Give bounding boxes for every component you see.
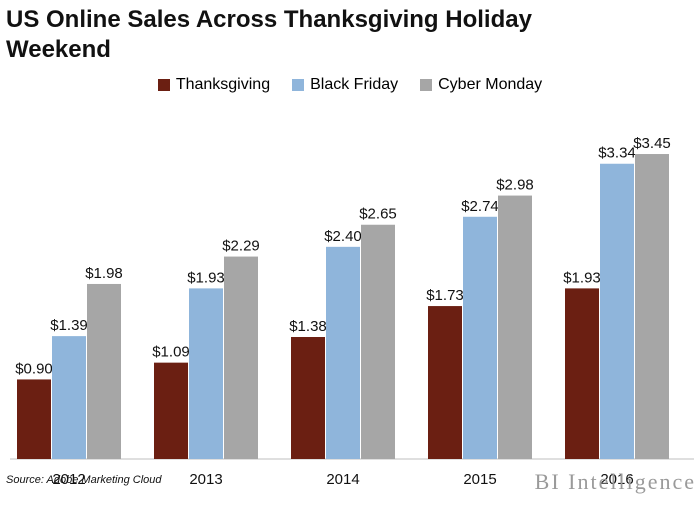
- data-label-cyber-monday-2016: $3.45: [633, 135, 671, 152]
- legend-item-black-friday: Black Friday: [292, 76, 398, 94]
- legend-swatch-thanksgiving: [157, 79, 170, 91]
- bar-black-friday-2014: [326, 246, 360, 459]
- source-note: Source: Adobe Marketing Cloud: [6, 474, 162, 486]
- bar-black-friday-2016: [600, 163, 634, 459]
- bar-black-friday-2015: [463, 216, 497, 459]
- bar-cyber-monday-2013: [224, 256, 258, 459]
- legend-label-black-friday: Black Friday: [310, 76, 399, 93]
- legend-label-thanksgiving: Thanksgiving: [175, 76, 271, 93]
- x-tick-label-2014: 2014: [326, 471, 359, 488]
- bar-cyber-monday-2012: [87, 283, 121, 459]
- data-label-thanksgiving-2012: $0.90: [15, 360, 53, 377]
- legend-item-cyber-monday: Cyber Monday: [420, 76, 542, 94]
- brand-logo: BI Intelligence: [534, 469, 696, 494]
- x-tick-label-2015: 2015: [463, 471, 496, 488]
- bar-cyber-monday-2015: [498, 195, 532, 459]
- bar-thanksgiving-2014: [291, 337, 325, 459]
- legend-swatch-black-friday: [292, 79, 305, 91]
- data-label-black-friday-2013: $1.93: [187, 269, 225, 286]
- x-tick-label-2012: 2012: [52, 471, 85, 488]
- data-label-black-friday-2016: $3.34: [598, 145, 636, 162]
- legend: Thanksgiving Black Friday Cyber Monday: [0, 76, 700, 94]
- bar-thanksgiving-2016: [565, 288, 599, 459]
- x-tick-label-2016: 2016: [600, 471, 633, 488]
- bar-thanksgiving-2015: [428, 306, 462, 459]
- data-label-cyber-monday-2012: $1.98: [85, 265, 123, 282]
- data-label-thanksgiving-2013: $1.09: [152, 344, 190, 361]
- bar-cyber-monday-2016: [635, 154, 669, 459]
- data-label-black-friday-2012: $1.39: [50, 317, 88, 334]
- data-label-black-friday-2015: $2.74: [461, 198, 499, 215]
- x-tick-label-2013: 2013: [189, 471, 222, 488]
- legend-swatch-cyber-monday: [420, 79, 433, 91]
- data-label-thanksgiving-2015: $1.73: [426, 287, 464, 304]
- data-label-black-friday-2014: $2.40: [324, 228, 362, 245]
- legend-label-cyber-monday: Cyber Monday: [438, 76, 543, 93]
- bar-thanksgiving-2013: [154, 362, 188, 459]
- bar-thanksgiving-2012: [17, 379, 51, 459]
- data-label-cyber-monday-2014: $2.65: [359, 206, 397, 223]
- data-label-thanksgiving-2016: $1.93: [563, 269, 601, 286]
- bar-black-friday-2013: [189, 288, 223, 459]
- bar-black-friday-2012: [52, 336, 86, 459]
- data-label-cyber-monday-2015: $2.98: [496, 177, 534, 194]
- bar-cyber-monday-2014: [361, 224, 395, 459]
- chart-title: US Online Sales Across Thanksgiving Holi…: [6, 6, 532, 63]
- data-label-cyber-monday-2013: $2.29: [222, 238, 260, 255]
- data-label-thanksgiving-2014: $1.38: [289, 318, 327, 335]
- legend-item-thanksgiving: Thanksgiving: [157, 76, 271, 94]
